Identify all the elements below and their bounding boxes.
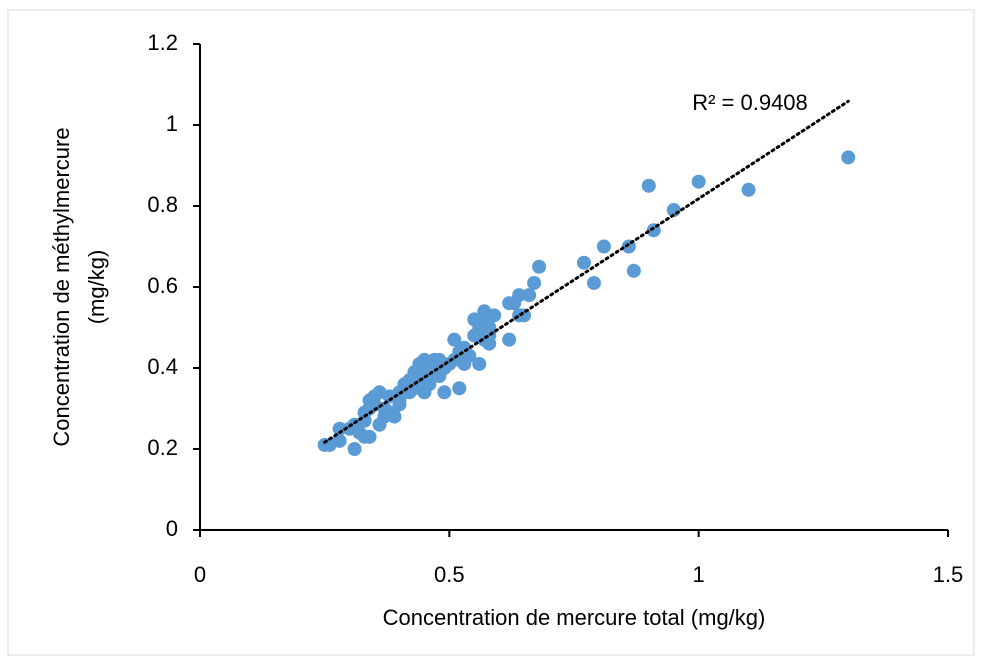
y-tick-label: 1 [166, 111, 178, 136]
y-axis-label-line: (mg/kg) [84, 250, 109, 325]
point [332, 421, 347, 436]
point [452, 381, 467, 396]
x-tick-label: 0.5 [434, 562, 465, 587]
y-tick-label: 0 [166, 516, 178, 541]
x-axis-label: Concentration de mercure total (mg/kg) [383, 605, 766, 630]
point [741, 182, 756, 197]
point [626, 263, 641, 278]
point [527, 275, 542, 290]
trendline [323, 99, 850, 444]
point [422, 377, 437, 392]
x-tick-label: 1.5 [933, 562, 964, 587]
annotation: R² = 0.9408 [692, 90, 808, 115]
y-tick-label: 0.4 [147, 354, 178, 379]
point [347, 442, 362, 456]
point [691, 174, 706, 189]
point [387, 409, 402, 424]
y-tick-label: 0.6 [147, 273, 178, 298]
point [586, 275, 601, 290]
point [641, 178, 656, 193]
point [472, 356, 487, 371]
point [512, 288, 527, 303]
x-tick-label: 1 [693, 562, 705, 587]
point [596, 239, 611, 254]
point [482, 320, 497, 335]
point [462, 348, 477, 363]
point [447, 332, 462, 347]
point [487, 308, 502, 323]
y-tick-label: 0.2 [147, 435, 178, 460]
point [392, 397, 407, 412]
point [482, 336, 497, 351]
point [362, 429, 377, 444]
point [576, 255, 591, 270]
x-tick-label: 0 [194, 562, 206, 587]
point [517, 308, 532, 323]
y-axis-label: Concentration de méthylmercure (mg/kg) [49, 127, 109, 446]
point [841, 150, 856, 165]
y-tick-label: 1.2 [147, 30, 178, 55]
point [437, 385, 452, 400]
y-tick-label: 0.8 [147, 192, 178, 217]
point [532, 259, 547, 274]
y-axis-label-line: Concentration de méthylmercure [49, 127, 74, 446]
point [522, 288, 537, 303]
point [332, 433, 347, 448]
point [502, 332, 517, 347]
